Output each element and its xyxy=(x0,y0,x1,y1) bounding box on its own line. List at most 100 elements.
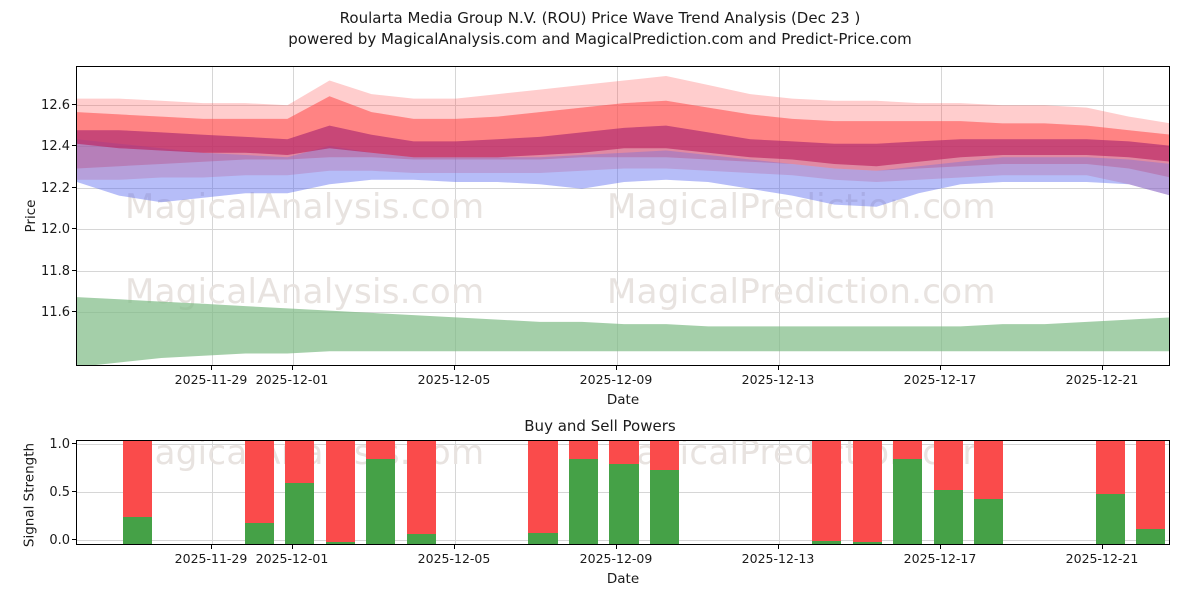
power-bar[interactable] xyxy=(974,441,1004,544)
power-chart-plot-area: MagicalAnalysis.com MagicalPrediction.co… xyxy=(76,440,1170,545)
power-bar[interactable] xyxy=(609,441,639,544)
price-tick-mark xyxy=(72,104,76,105)
power-xtick-mark xyxy=(211,545,212,549)
power-bar[interactable] xyxy=(285,441,315,544)
power-bar-sell-segment xyxy=(609,441,639,465)
power-xtick-label-4: 2025-12-13 xyxy=(741,551,815,566)
power-bar-buy-segment xyxy=(1095,493,1125,544)
power-bar-buy-segment xyxy=(609,464,639,544)
power-bar[interactable] xyxy=(1095,441,1125,544)
gridline xyxy=(617,67,618,365)
power-bar-sell-segment xyxy=(649,441,680,471)
price-xtick-label-4: 2025-12-13 xyxy=(741,372,815,387)
price-wave-bands xyxy=(77,76,1169,365)
price-band-core-magenta-band xyxy=(77,125,1169,167)
power-bar[interactable] xyxy=(893,441,923,544)
price-xtick-mark xyxy=(778,366,779,370)
power-bar-buy-segment xyxy=(812,540,842,544)
power-xtick-mark xyxy=(940,545,941,549)
gridline xyxy=(455,441,456,544)
price-xtick-label-5: 2025-12-17 xyxy=(903,372,977,387)
power-bar[interactable] xyxy=(406,441,436,544)
power-xtick-mark xyxy=(778,545,779,549)
power-tick-mark xyxy=(72,443,76,444)
price-xtick-mark xyxy=(292,366,293,370)
power-bar-buy-segment xyxy=(244,522,274,544)
gridline xyxy=(779,441,780,544)
power-bar-sell-segment xyxy=(366,441,396,459)
power-bar-buy-segment xyxy=(366,458,396,544)
power-bar[interactable] xyxy=(123,441,153,544)
price-xtick-mark xyxy=(454,366,455,370)
power-bar[interactable] xyxy=(1136,441,1166,544)
gridline xyxy=(77,105,1169,106)
power-xtick-label-2: 2025-12-05 xyxy=(417,551,491,566)
price-xtick-label-3: 2025-12-09 xyxy=(579,372,653,387)
power-bar-sell-segment xyxy=(1136,441,1166,530)
gridline xyxy=(77,229,1169,230)
power-bar-sell-segment xyxy=(974,441,1004,499)
price-band-bottom-green-band xyxy=(77,297,1169,365)
power-bar[interactable] xyxy=(568,441,599,544)
power-bar-sell-segment xyxy=(893,441,923,459)
price-chart-plot-area: MagicalAnalysis.com MagicalPrediction.co… xyxy=(76,66,1170,366)
price-xtick-label-2: 2025-12-05 xyxy=(417,372,491,387)
power-ytick-0.5: 0.5 xyxy=(49,485,70,500)
price-xtick-label-0: 2025-11-29 xyxy=(174,372,248,387)
figure-title: Roularta Media Group N.V. (ROU) Price Wa… xyxy=(0,8,1200,50)
gridline xyxy=(77,271,1169,272)
power-xtick-label-5: 2025-12-17 xyxy=(903,551,977,566)
title-line-1: Roularta Media Group N.V. (ROU) Price Wa… xyxy=(339,9,861,27)
power-bars-container xyxy=(77,441,1169,544)
gridline xyxy=(455,67,456,365)
power-x-axis-label: Date xyxy=(606,571,640,587)
price-band-overlay xyxy=(77,143,1169,207)
power-bar[interactable] xyxy=(528,441,558,544)
power-bar[interactable] xyxy=(366,441,396,544)
price-ytick-12.2: 12.2 xyxy=(41,181,70,196)
power-xtick-label-1: 2025-12-01 xyxy=(255,551,329,566)
power-bar-sell-segment xyxy=(812,441,842,541)
power-xtick-mark xyxy=(616,545,617,549)
power-bar-sell-segment xyxy=(406,441,436,535)
power-bar-buy-segment xyxy=(852,541,882,544)
power-bar-buy-segment xyxy=(285,483,315,544)
price-tick-mark xyxy=(72,270,76,271)
power-bar[interactable] xyxy=(933,441,963,544)
power-bar-sell-segment xyxy=(244,441,274,523)
gridline xyxy=(293,67,294,365)
price-ytick-12.0: 12.0 xyxy=(41,222,70,237)
power-bar-sell-segment xyxy=(852,441,882,542)
power-xtick-label-3: 2025-12-09 xyxy=(579,551,653,566)
power-tick-mark xyxy=(72,491,76,492)
gridline xyxy=(941,67,942,365)
power-bar-buy-segment xyxy=(933,490,963,544)
power-xtick-mark xyxy=(292,545,293,549)
power-xtick-label-0: 2025-11-29 xyxy=(174,551,248,566)
gridline xyxy=(212,67,213,365)
title-line-2: powered by MagicalAnalysis.com and Magic… xyxy=(288,30,912,48)
gridline xyxy=(77,312,1169,313)
price-xtick-mark xyxy=(211,366,212,370)
power-xtick-label-6: 2025-12-21 xyxy=(1065,551,1139,566)
power-xtick-mark xyxy=(1102,545,1103,549)
power-xtick-mark xyxy=(454,545,455,549)
power-tick-mark xyxy=(72,539,76,540)
power-ytick-1.0: 1.0 xyxy=(49,437,70,452)
price-band-overlay xyxy=(77,125,1169,167)
power-chart-title: Buy and Sell Powers xyxy=(524,417,676,435)
power-bar[interactable] xyxy=(649,441,680,544)
price-x-axis-label: Date xyxy=(606,392,640,408)
power-bar-buy-segment xyxy=(1136,529,1166,544)
power-bar-buy-segment xyxy=(893,458,923,544)
power-bar[interactable] xyxy=(325,441,355,544)
power-bar[interactable] xyxy=(812,441,842,544)
price-xtick-mark xyxy=(616,366,617,370)
price-xtick-mark xyxy=(1102,366,1103,370)
power-bar[interactable] xyxy=(244,441,274,544)
power-bar-sell-segment xyxy=(568,441,599,459)
price-xtick-label-6: 2025-12-21 xyxy=(1065,372,1139,387)
power-bar[interactable] xyxy=(852,441,882,544)
power-bar-sell-segment xyxy=(285,441,315,483)
power-bar-sell-segment xyxy=(123,441,153,517)
